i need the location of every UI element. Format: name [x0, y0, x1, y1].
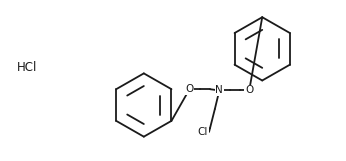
Text: HCl: HCl	[17, 61, 37, 74]
Text: N: N	[216, 85, 223, 95]
Text: O: O	[185, 84, 194, 94]
Text: Cl: Cl	[198, 127, 208, 137]
Text: O: O	[245, 85, 253, 95]
